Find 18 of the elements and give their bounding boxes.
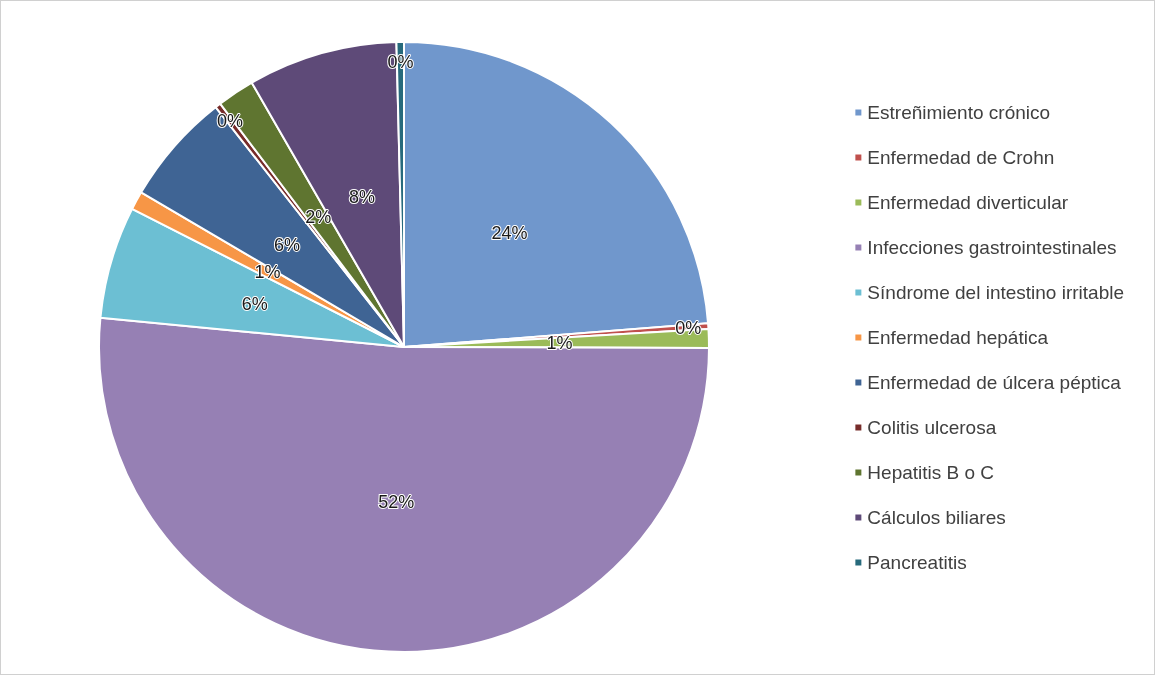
legend-label: Cálculos biliares	[867, 507, 1006, 528]
legend-label: Enfermedad de Crohn	[867, 147, 1055, 168]
data-label: 0%	[387, 52, 414, 73]
data-label: 52%	[378, 492, 415, 513]
legend-label: Hepatitis B o C	[867, 462, 995, 483]
data-label: 8%	[348, 187, 375, 208]
data-label: 6%	[273, 234, 300, 255]
legend-label: Enfermedad diverticular	[867, 192, 1069, 213]
data-label: 24%	[491, 222, 528, 243]
legend-label: Colitis ulcerosa	[867, 417, 997, 438]
legend-label: Infecciones gastrointestinales	[867, 237, 1117, 258]
data-label: 6%	[241, 293, 268, 314]
legend-label: Enfermedad hepática	[867, 327, 1049, 348]
legend-label: Pancreatitis	[867, 552, 967, 573]
legend-label: Estreñimiento crónico	[867, 102, 1051, 123]
data-label: 0%	[217, 111, 244, 132]
legend-label: Enfermedad de úlcera péptica	[867, 372, 1122, 393]
legend-label: Síndrome del intestino irritable	[867, 282, 1125, 303]
